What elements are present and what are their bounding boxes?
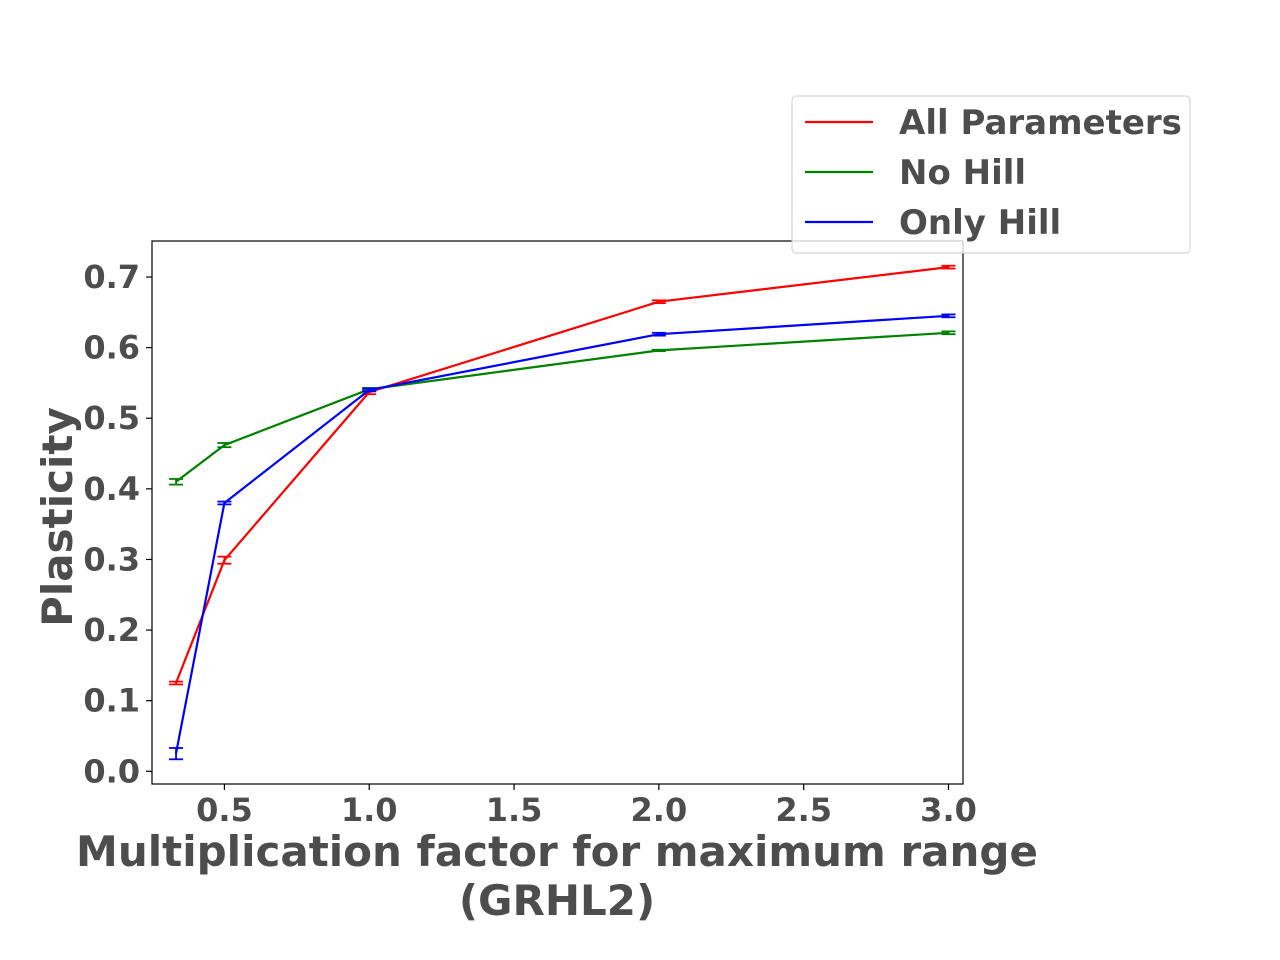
error-bar [362,387,377,393]
y-tick-label: 0.4 [83,470,140,508]
legend-item-0: All Parameters [805,103,1182,143]
x-tick-label: 1.0 [341,791,398,829]
legend-item-2: Only Hill [805,203,1061,243]
series-line [174,266,949,684]
error-bar [169,747,184,761]
error-bar [217,500,232,506]
series-line [175,331,949,483]
legend-item-1: No Hill [805,153,1026,193]
y-tick-label: 0.1 [83,682,140,720]
legend-label: No Hill [899,153,1026,193]
error-bar [651,348,666,353]
x-tick-label: 2.5 [775,791,832,829]
series-2 [169,313,956,761]
error-bar [217,555,232,565]
x-tick-label: 0.5 [196,791,253,829]
series-0 [169,264,956,686]
error-bar [169,680,184,686]
error-bar [941,313,956,319]
legend: All Parameters No Hill Only Hill [791,95,1191,254]
legend-label: All Parameters [899,103,1182,143]
error-bar [651,299,666,305]
x-axis-ticks: 0.5 1.0 1.5 2.0 2.5 3.0 [196,784,977,829]
legend-box [791,95,1191,254]
x-axis-title-line-1: Multiplication factor for maximum range [76,827,1038,876]
error-bar [651,331,666,337]
y-tick-label: 0.3 [83,540,140,578]
series-line [174,314,949,754]
y-axis-ticks: 0.0 0.1 0.2 0.3 0.4 0.5 0.6 0.7 [83,258,152,790]
x-axis-title-line-2: (GRHL2) [459,876,655,925]
series-1 [169,330,956,486]
plot-area-frame [151,240,964,785]
y-tick-label: 0.5 [83,399,140,437]
y-tick-label: 0.0 [83,752,140,790]
legend-label: Only Hill [899,203,1061,243]
error-bar [217,442,232,449]
x-tick-label: 2.0 [631,791,688,829]
y-tick-label: 0.2 [83,611,140,649]
error-bar [169,478,184,486]
y-tick-label: 0.7 [83,258,140,296]
y-axis-title: Plasticity [33,407,82,627]
chart-marks [169,264,956,761]
error-bar [941,330,956,336]
x-tick-label: 1.5 [486,791,543,829]
x-tick-label: 3.0 [920,791,977,829]
error-bar [941,264,956,270]
y-tick-label: 0.6 [83,329,140,367]
